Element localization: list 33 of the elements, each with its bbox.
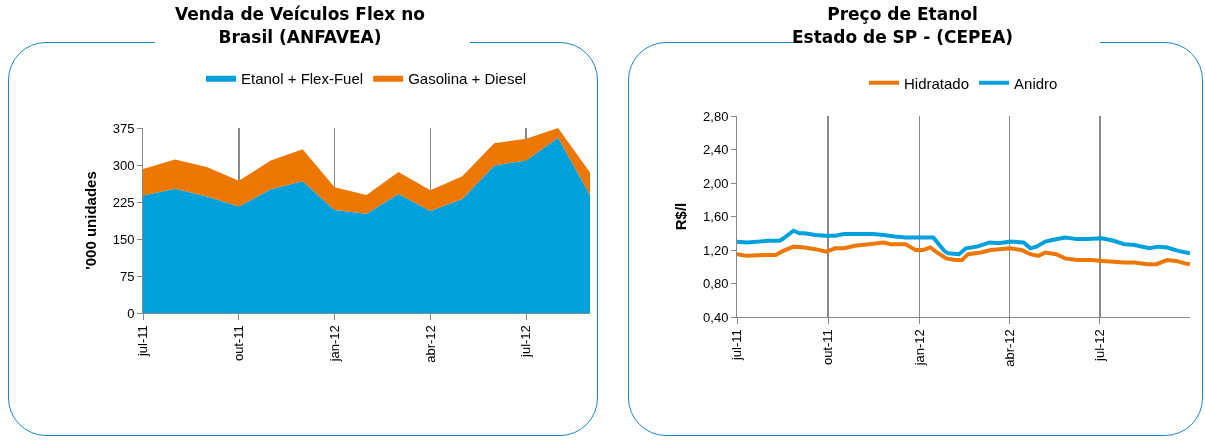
legend-label: Gasolina + Diesel: [408, 69, 527, 87]
x-tick-label: out-11: [231, 325, 247, 362]
x-tick-label: jan-12: [911, 329, 927, 367]
y-tick-label: 2,80: [703, 108, 729, 124]
x-tick-label: abr-12: [1001, 329, 1017, 367]
y-tick-label: 150: [112, 231, 135, 247]
x-tick-label: jul-11: [135, 325, 151, 358]
y-tick-label: 1,60: [703, 209, 729, 225]
legend-label: Hidratado: [904, 74, 970, 92]
y-axis-title: R$/l: [672, 202, 690, 231]
x-tick-label: abr-12: [422, 325, 438, 363]
x-tick-label: jul-12: [518, 325, 534, 358]
y-tick-label: 300: [112, 157, 135, 173]
y-tick-label: 2,40: [703, 142, 729, 158]
legend-label: Anidro: [1014, 74, 1058, 92]
y-tick-label: 1,20: [703, 242, 729, 258]
legend-label: Etanol + Flex-Fuel: [241, 69, 364, 87]
y-tick-label: 2,00: [703, 175, 729, 191]
y-tick-label: 375: [112, 120, 135, 136]
y-axis-title: '000 unidades: [81, 171, 99, 270]
y-tick-label: 75: [119, 268, 135, 284]
chart-title: Venda de Veículos Flex no Brasil (ANFAVEA): [175, 4, 425, 47]
x-tick-label: jul-11: [729, 329, 745, 362]
y-tick-label: 225: [112, 194, 135, 210]
x-tick-label: jan-12: [326, 325, 342, 363]
line-series: [737, 228, 1190, 257]
y-tick-label: 0,40: [703, 309, 729, 325]
y-tick-label: 0,80: [703, 276, 729, 292]
line-series: [737, 240, 1190, 267]
x-tick-label: out-11: [820, 329, 836, 366]
y-tick-label: 0: [127, 305, 135, 321]
x-tick-label: jul-12: [1092, 329, 1108, 362]
chart-title: Preço de Etanol Estado de SP - (CEPEA): [791, 4, 1014, 47]
